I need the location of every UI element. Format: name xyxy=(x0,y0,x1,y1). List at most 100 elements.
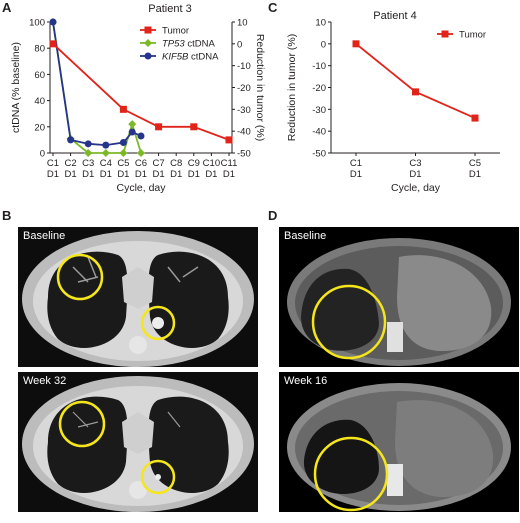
series-line-diamond xyxy=(52,21,142,154)
y2-tick-label: -40 xyxy=(237,127,251,138)
data-point-tumor xyxy=(471,114,479,122)
y-axis-label: Reduction in tumor (%) xyxy=(286,34,298,141)
data-point-square xyxy=(190,123,198,131)
series-line-tumor xyxy=(355,43,476,119)
y2-tick-label: -30 xyxy=(237,105,251,116)
data-point-circle xyxy=(84,140,92,148)
y-tick-label: 80 xyxy=(34,44,45,55)
ct-label-d-week16: Week 16 xyxy=(284,375,328,387)
data-point-circle xyxy=(137,132,145,140)
x-axis-label: Cycle, day xyxy=(391,182,441,194)
x-tick-label: C1 xyxy=(350,158,362,169)
chart-title-a: Patient 3 xyxy=(148,3,192,15)
data-point-circle xyxy=(119,139,127,147)
y-axis-label: ctDNA (% baseline) xyxy=(10,42,22,133)
legend-label: Tumor xyxy=(162,26,189,37)
y2-tick-label: -10 xyxy=(237,61,251,72)
panel-letter-d: D xyxy=(268,208,278,223)
data-point-tumor xyxy=(352,40,360,48)
ct-label-d-baseline: Baseline xyxy=(284,230,327,242)
y-tick-label: 0 xyxy=(40,149,45,160)
x-tick-label: D1 xyxy=(153,169,165,180)
x-tick-label: C5 xyxy=(117,158,129,169)
panel-letter-b: B xyxy=(2,208,12,223)
data-point-square xyxy=(225,136,233,144)
data-point-diamond xyxy=(101,149,110,157)
x-tick-label: C3 xyxy=(82,158,94,169)
ct-image-d-week16: Week 16 xyxy=(279,372,519,512)
data-point-tumor xyxy=(412,88,419,96)
x-tick-label: D1 xyxy=(65,169,77,180)
panel-letter-a: A xyxy=(2,0,12,15)
x-tick-label: D1 xyxy=(100,169,112,180)
ct-image-b-week32: Week 32 xyxy=(18,372,258,512)
data-point-diamond xyxy=(119,149,128,157)
x-tick-label: C3 xyxy=(409,158,421,169)
chest-ct-graphic-week16 xyxy=(287,383,511,512)
x-tick-label: C9 xyxy=(188,158,200,169)
panel-letter-c: C xyxy=(268,0,278,15)
y-tick-label: 10 xyxy=(315,18,326,29)
y-tick-label: 60 xyxy=(34,70,45,81)
y2-axis-label: Reduction in tumor (%) xyxy=(254,34,265,141)
ct-label-b-week32: Week 32 xyxy=(23,375,67,387)
lung-ct-graphic-baseline xyxy=(22,231,254,367)
x-tick-label: C7 xyxy=(153,158,165,169)
legend-label: KIF5B ctDNA xyxy=(162,52,219,63)
x-tick-label: D1 xyxy=(188,169,200,180)
x-tick-label: D1 xyxy=(409,169,421,180)
y-tick-label: -10 xyxy=(312,61,326,72)
data-point-square xyxy=(119,105,127,113)
lung-ct-graphic-week32 xyxy=(22,376,254,512)
x-tick-label: C4 xyxy=(100,158,112,169)
x-tick-label: C11 xyxy=(221,158,238,169)
data-point-circle xyxy=(128,128,136,136)
x-tick-label: D1 xyxy=(135,169,147,180)
y-tick-label: -20 xyxy=(312,83,326,94)
x-tick-label: D1 xyxy=(117,169,129,180)
legend-label: TP53 ctDNA xyxy=(162,39,215,50)
y-tick-label: -30 xyxy=(312,105,326,116)
y2-tick-label: 0 xyxy=(237,39,242,50)
y-tick-label: 0 xyxy=(321,39,326,50)
x-axis-label: Cycle, day xyxy=(116,182,166,194)
x-tick-label: D1 xyxy=(469,169,481,180)
x-tick-label: D1 xyxy=(82,169,94,180)
x-tick-label: C10 xyxy=(203,158,220,169)
y-tick-label: -40 xyxy=(312,127,326,138)
ct-image-b-baseline: Baseline xyxy=(18,227,258,367)
legend-label: Tumor xyxy=(459,30,486,41)
x-tick-label: C2 xyxy=(65,158,77,169)
x-tick-label: D1 xyxy=(47,169,59,180)
x-tick-label: D1 xyxy=(170,169,182,180)
x-tick-label: C1 xyxy=(47,158,59,169)
legend-marker xyxy=(144,39,152,47)
data-point-circle xyxy=(67,136,75,144)
x-tick-label: C6 xyxy=(135,158,147,169)
y2-tick-label: -20 xyxy=(237,83,251,94)
x-tick-label: D1 xyxy=(223,169,235,180)
ct-image-d-baseline: Baseline xyxy=(279,227,519,367)
data-point-diamond xyxy=(128,120,137,129)
data-point-square xyxy=(155,123,163,131)
x-tick-label: C8 xyxy=(170,158,182,169)
legend-marker xyxy=(144,26,152,34)
x-tick-label: D1 xyxy=(205,169,217,180)
y2-tick-label: 10 xyxy=(237,18,248,29)
data-point-diamond xyxy=(137,149,145,157)
legend-marker xyxy=(441,30,449,38)
legend-marker xyxy=(144,52,152,60)
chest-ct-graphic-baseline xyxy=(287,238,511,366)
data-point-circle xyxy=(49,18,57,26)
y-tick-label: -50 xyxy=(312,149,326,160)
y2-tick-label: -50 xyxy=(237,149,251,160)
ct-label-b-baseline: Baseline xyxy=(23,230,66,242)
data-point-diamond xyxy=(84,149,93,157)
chart-title-c: Patient 4 xyxy=(373,10,417,22)
data-point-circle xyxy=(102,141,110,149)
x-tick-label: D1 xyxy=(350,169,362,180)
data-point-square xyxy=(49,40,57,48)
y-tick-label: 40 xyxy=(34,96,45,107)
